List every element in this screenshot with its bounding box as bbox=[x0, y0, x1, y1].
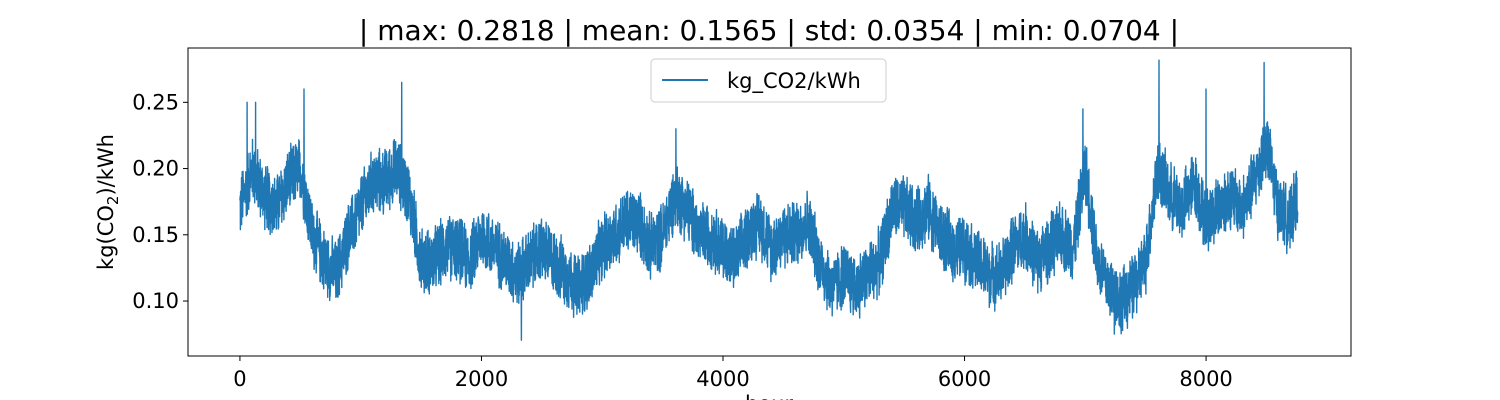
x-tick-label: 0 bbox=[233, 367, 246, 391]
series-line-kg-co2-kwh bbox=[239, 59, 1299, 341]
y-axis-label-suffix: )/kWh bbox=[94, 134, 118, 196]
x-axis: 0 2000 4000 6000 8000 bbox=[233, 356, 1233, 391]
plot-frame bbox=[187, 47, 1352, 357]
x-tick-label: 6000 bbox=[938, 367, 991, 391]
y-axis: 0.10 0.15 0.20 0.25 bbox=[132, 90, 188, 313]
chart-title: | max: 0.2818 | mean: 0.1565 | std: 0.03… bbox=[359, 14, 1179, 47]
y-tick-label: 0.15 bbox=[132, 223, 179, 247]
y-axis-label-subscript: 2 bbox=[104, 196, 122, 206]
legend-label: kg_CO2/kWh bbox=[727, 69, 861, 94]
x-tick-label: 2000 bbox=[455, 367, 508, 391]
x-tick-label: 4000 bbox=[696, 367, 749, 391]
y-tick-label: 0.20 bbox=[132, 157, 179, 181]
y-axis-label-main: kg(CO bbox=[94, 205, 118, 270]
plot-area bbox=[239, 59, 1299, 341]
y-tick-label: 0.25 bbox=[132, 90, 179, 114]
y-axis-label: kg(CO2)/kWh bbox=[94, 134, 122, 270]
legend-box bbox=[650, 58, 887, 103]
legend: kg_CO2/kWh bbox=[650, 58, 887, 103]
x-axis-label: hour bbox=[745, 392, 793, 400]
y-tick-label: 0.10 bbox=[132, 289, 179, 313]
x-tick-label: 8000 bbox=[1179, 367, 1232, 391]
